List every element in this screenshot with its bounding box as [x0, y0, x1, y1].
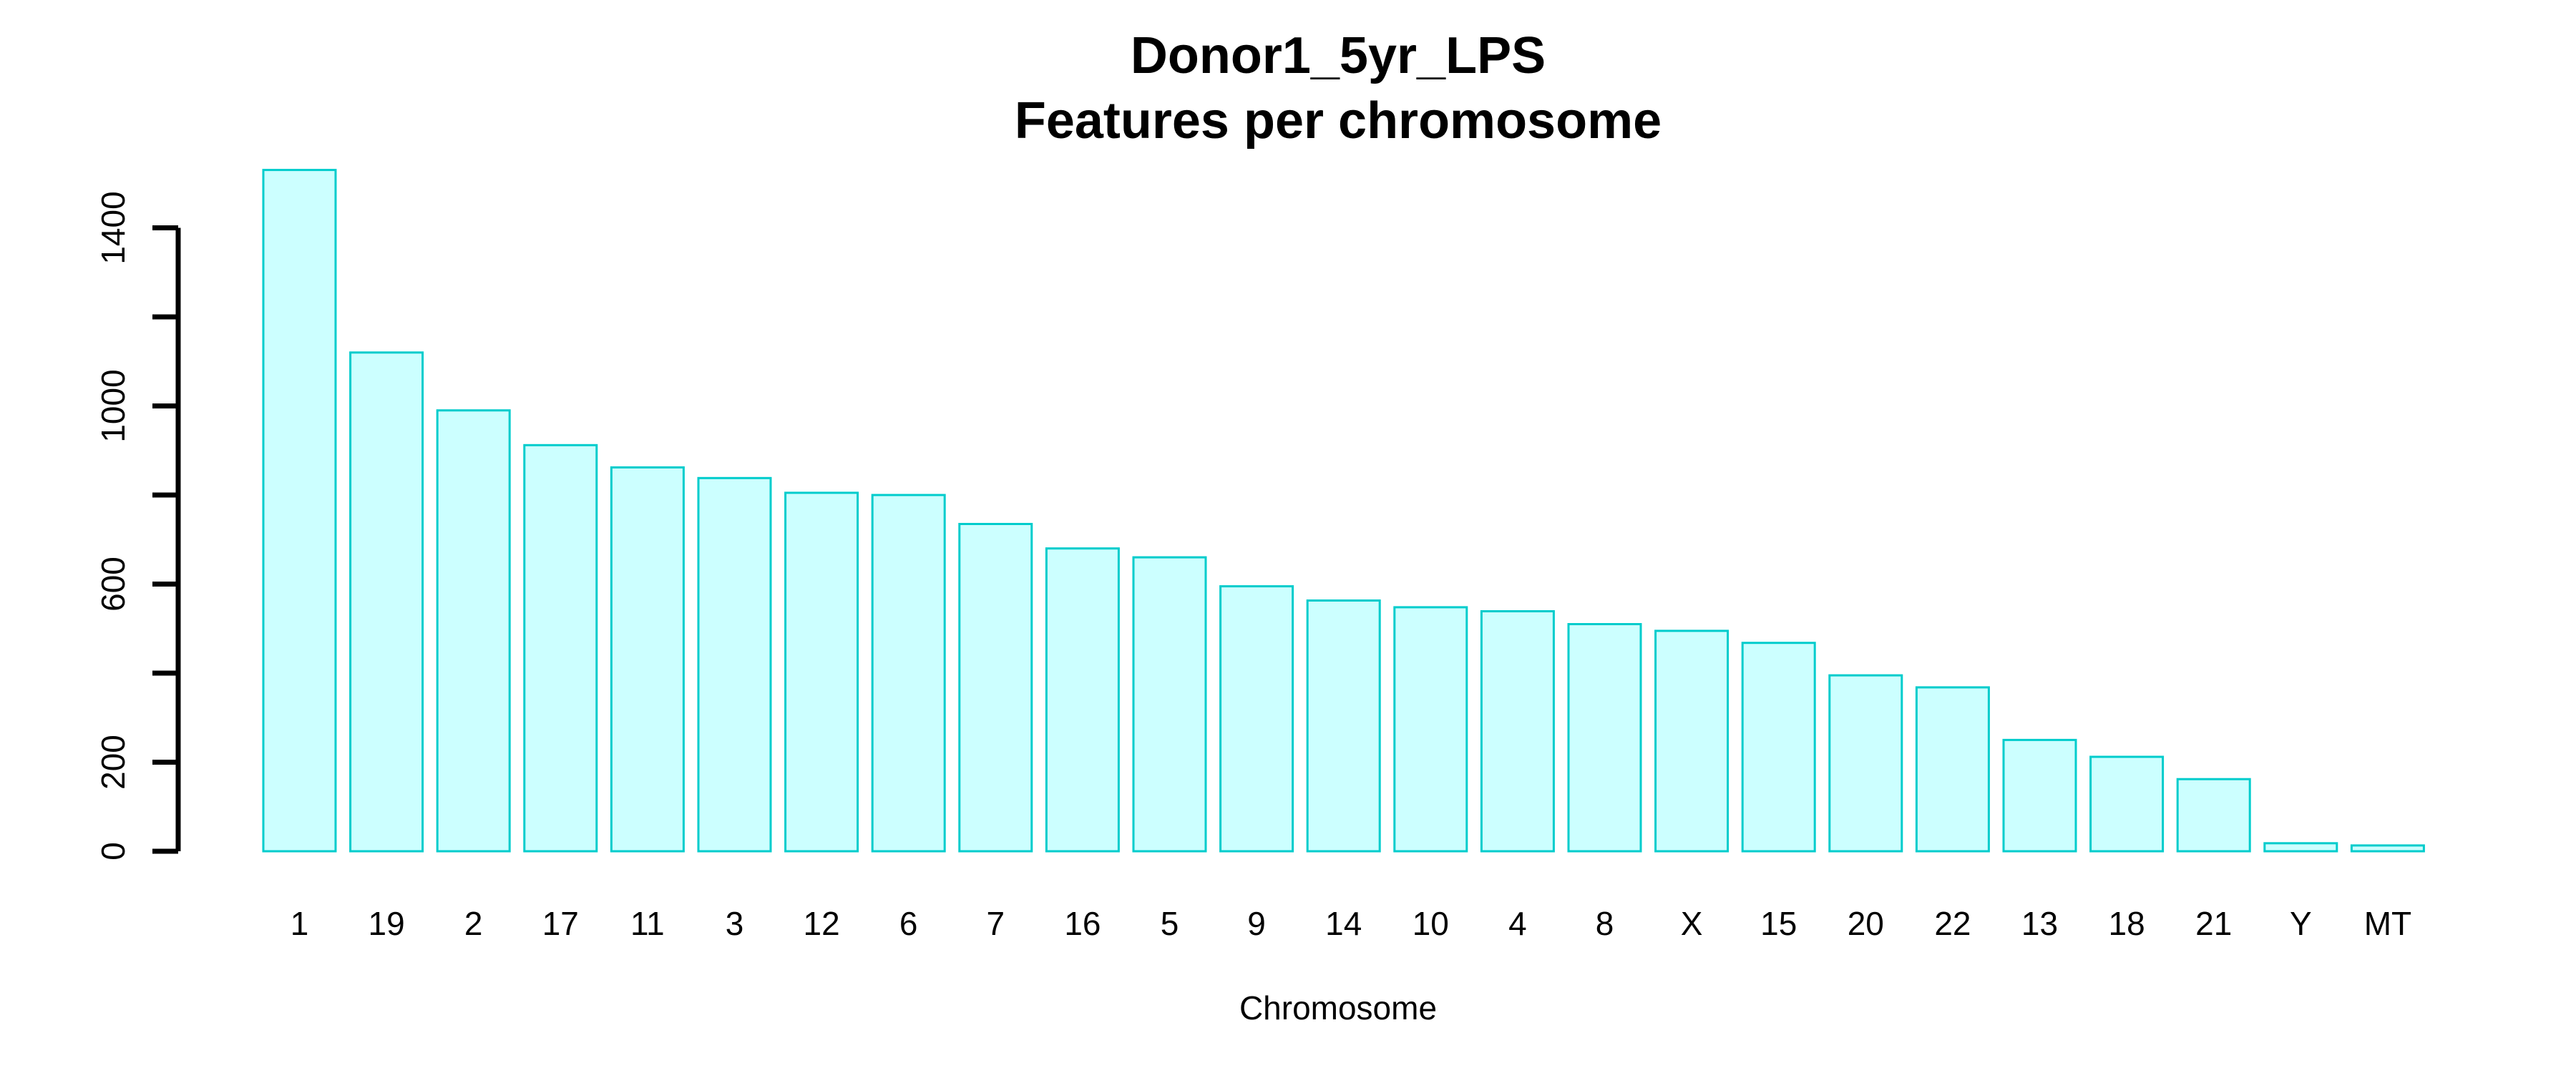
bar-3: [697, 476, 772, 853]
x-tick-label: 1: [291, 905, 309, 942]
x-tick-label: 2: [464, 905, 483, 942]
bar-17: [523, 444, 598, 853]
x-tick-label: 5: [1161, 905, 1179, 942]
bars-group: [262, 169, 2425, 853]
bar-18: [2089, 755, 2165, 853]
chart-subtitle: Features per chromosome: [1015, 92, 1662, 150]
bar-2: [436, 409, 511, 853]
x-tick-label: 4: [1508, 905, 1527, 942]
x-tick-label: 22: [1934, 905, 1971, 942]
x-tick-label: 12: [804, 905, 840, 942]
bar-9: [1219, 585, 1294, 853]
bar-14: [1306, 599, 1381, 853]
x-tick-label: 14: [1325, 905, 1362, 942]
bar-MT: [2350, 844, 2425, 853]
y-tick-label: 1400: [94, 191, 132, 264]
x-tick-label: MT: [2364, 905, 2411, 942]
bar-Y: [2263, 842, 2338, 853]
bar-7: [958, 523, 1033, 853]
x-tick-label: 15: [1760, 905, 1797, 942]
bar-13: [2002, 738, 2077, 853]
y-tick-label: 600: [94, 557, 132, 612]
bar-12: [784, 491, 859, 853]
x-tick-label: 3: [726, 905, 744, 942]
x-tick-label: 6: [899, 905, 918, 942]
bar-1: [262, 169, 337, 853]
bar-21: [2176, 778, 2251, 853]
y-ticks: 0 200 600 1000 1400: [94, 191, 178, 861]
bar-16: [1045, 547, 1120, 853]
bar-4: [1480, 610, 1555, 853]
x-tick-label: Y: [2290, 905, 2312, 942]
bar-6: [871, 494, 946, 853]
x-tick-label: 11: [630, 905, 665, 942]
x-tick-label: 10: [1413, 905, 1449, 942]
y-axis: 0 200 600 1000 1400: [94, 191, 181, 861]
y-tick-label: 200: [94, 735, 132, 790]
bar-22: [1915, 686, 1990, 853]
bar-5: [1132, 556, 1207, 853]
x-tick-label: 19: [369, 905, 405, 942]
bar-X: [1654, 629, 1729, 853]
y-tick-label: 1000: [94, 369, 132, 442]
bar-10: [1393, 606, 1468, 853]
x-tick-label: 21: [2195, 905, 2232, 942]
bar-15: [1741, 642, 1816, 853]
x-tick-label: 13: [2021, 905, 2058, 942]
x-tick-label: 17: [542, 905, 579, 942]
chart-title: Donor1_5yr_LPS: [1131, 27, 1546, 84]
bar-19: [349, 351, 424, 853]
bar-20: [1828, 674, 1903, 853]
x-tick-label: 16: [1064, 905, 1101, 942]
x-tick-label: X: [1681, 905, 1703, 942]
x-tick-label: 9: [1247, 905, 1266, 942]
x-axis-label: Chromosome: [1239, 989, 1437, 1027]
y-tick-label: 0: [94, 842, 132, 861]
x-tick-label: 7: [987, 905, 1005, 942]
bar-11: [610, 466, 685, 853]
x-tick-label: 18: [2109, 905, 2145, 942]
x-tick-label: 8: [1596, 905, 1614, 942]
x-tick-labels: 1 19 2 17 11 3 12 6 7 16 5 9 14 10 4 8 X 15 20 22 13 18 21 Y MT: [291, 905, 2411, 942]
bar-8: [1567, 623, 1642, 853]
x-tick-label: 20: [1848, 905, 1884, 942]
